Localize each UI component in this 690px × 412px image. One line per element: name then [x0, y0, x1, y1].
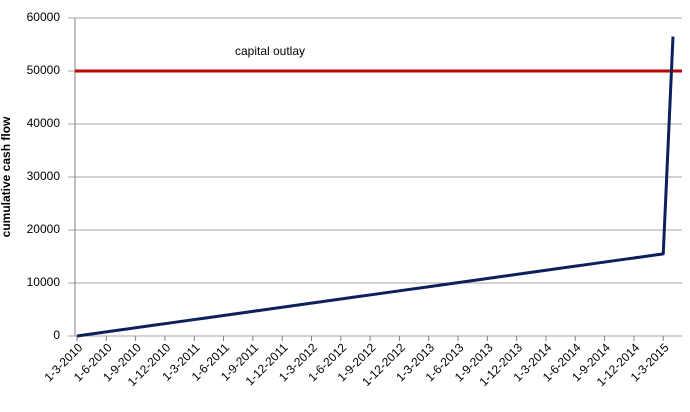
y-tick-label: 10000 — [27, 275, 61, 289]
y-tick-label: 60000 — [27, 10, 61, 24]
y-tick-label: 20000 — [27, 222, 61, 236]
reference-label: capital outlay — [235, 44, 305, 58]
line-series — [76, 36, 675, 338]
y-tick-label: 40000 — [27, 116, 61, 130]
y-tick-label: 30000 — [27, 169, 61, 183]
y-tick-label: 0 — [53, 328, 60, 342]
y-tick-label: 50000 — [27, 63, 61, 77]
y-axis-label: cumulative cash flow — [0, 116, 13, 237]
